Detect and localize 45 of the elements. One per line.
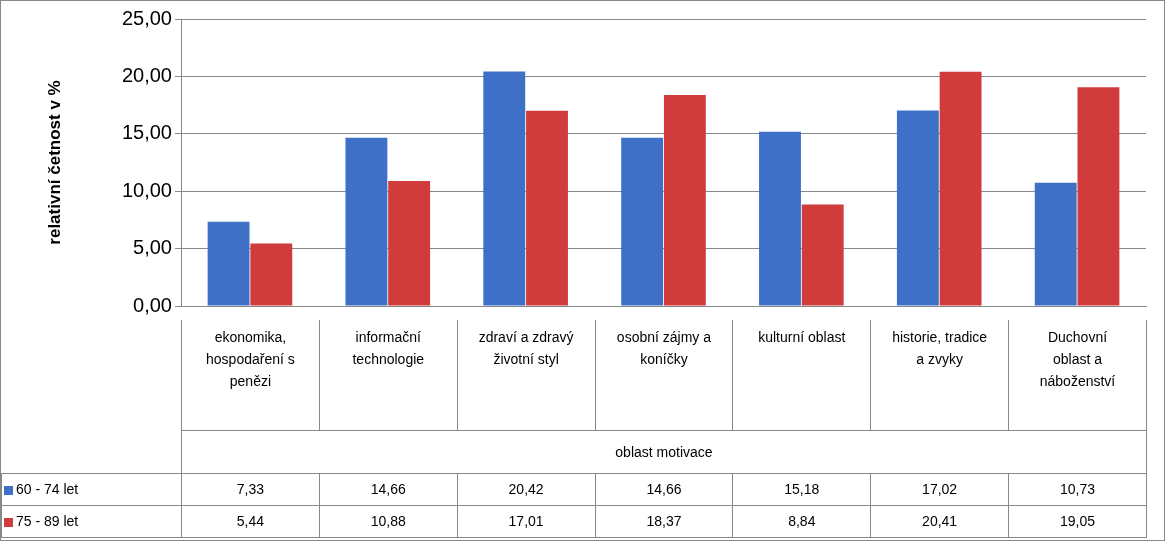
x-tick-label: historie, tradice a zvyky <box>891 328 989 369</box>
data-label: 15,18 <box>732 473 871 505</box>
bar <box>388 181 431 306</box>
data-label: 8,84 <box>732 505 871 537</box>
x-tick-label: zdraví a zdravý životní styl <box>477 328 575 369</box>
x-tick-label: osobní zájmy a koníčky <box>615 328 713 369</box>
bar <box>939 71 982 306</box>
data-label: 20,42 <box>457 473 596 505</box>
bar <box>896 110 939 306</box>
data-label: 5,44 <box>181 505 320 537</box>
data-label: 17,02 <box>870 473 1009 505</box>
legend-label: 75 - 89 let <box>1 505 182 537</box>
bar <box>621 137 664 306</box>
legend-label: 60 - 74 let <box>1 473 182 505</box>
y-tick-label: 0,00 <box>133 293 172 316</box>
bar <box>801 204 844 306</box>
bar <box>663 95 706 306</box>
data-label: 17,01 <box>457 505 596 537</box>
y-tick-label: 25,00 <box>121 6 172 29</box>
x-tick-label: Duchovní oblast a náboženství <box>1038 328 1117 391</box>
data-label: 10,88 <box>319 505 458 537</box>
data-label: 18,37 <box>595 505 733 537</box>
bar <box>207 221 250 306</box>
y-tick-label: 20,00 <box>121 63 172 86</box>
bar <box>526 110 568 306</box>
data-label: 19,05 <box>1008 505 1147 537</box>
bar <box>1034 182 1077 306</box>
bar <box>250 243 293 306</box>
bar <box>483 71 526 306</box>
data-label: 14,66 <box>319 473 458 505</box>
y-axis-title: relativní četnost v % <box>44 80 64 245</box>
bar <box>1077 87 1120 306</box>
x-tick-label: ekonomika, hospodaření s penězi <box>205 328 296 391</box>
data-label: 10,73 <box>1008 473 1147 505</box>
x-tick-label: informační technologie <box>351 328 426 369</box>
x-axis-title: oblast motivace <box>181 430 1147 473</box>
data-label: 20,41 <box>870 505 1009 537</box>
x-tick-label: kulturní oblast <box>757 328 847 347</box>
y-tick-label: 10,00 <box>121 178 172 201</box>
y-tick-label: 15,00 <box>121 121 172 144</box>
y-tick-label: 5,00 <box>133 236 172 259</box>
data-label: 14,66 <box>595 473 733 505</box>
bar <box>345 137 388 306</box>
data-label: 7,33 <box>181 473 320 505</box>
bar <box>759 131 801 306</box>
